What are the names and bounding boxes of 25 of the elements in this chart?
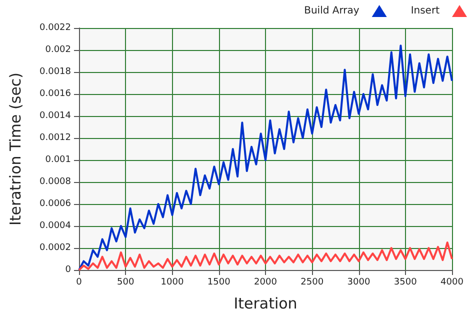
x-tick-label: 3500 [394,278,418,288]
legend-label: Build Array [304,6,360,16]
y-tick-label: 0.0014 [40,111,72,121]
y-tick-label: 0.0004 [40,221,72,231]
x-tick-label: 0 [76,278,82,288]
y-tick-label: 0.0018 [40,67,72,77]
y-tick-label: 0.0002 [40,243,71,253]
x-axis-title: Iteration [234,294,298,312]
y-tick-label: 0.0012 [40,133,71,143]
y-tick-label: 0.002 [45,45,71,55]
x-tick-label: 3000 [347,278,370,288]
x-tick-label: 1500 [207,278,231,288]
y-axis-title: Iteratrion Time (sec) [6,72,24,226]
x-tick-label: 2000 [254,278,278,288]
y-tick-label: 0 [65,265,72,275]
y-tick-label: 0.0008 [40,177,72,187]
x-tick-label: 2500 [300,278,324,288]
x-tick-label: 4000 [440,278,464,288]
y-tick-label: 0.0016 [40,89,72,99]
y-tick-label: 0.001 [45,155,71,165]
legend-label: Insert [410,6,440,16]
x-tick-label: 1000 [160,278,184,288]
y-tick-label: 0.0022 [40,23,71,33]
x-tick-label: 500 [117,278,134,288]
y-tick-label: 0.0006 [40,199,72,209]
